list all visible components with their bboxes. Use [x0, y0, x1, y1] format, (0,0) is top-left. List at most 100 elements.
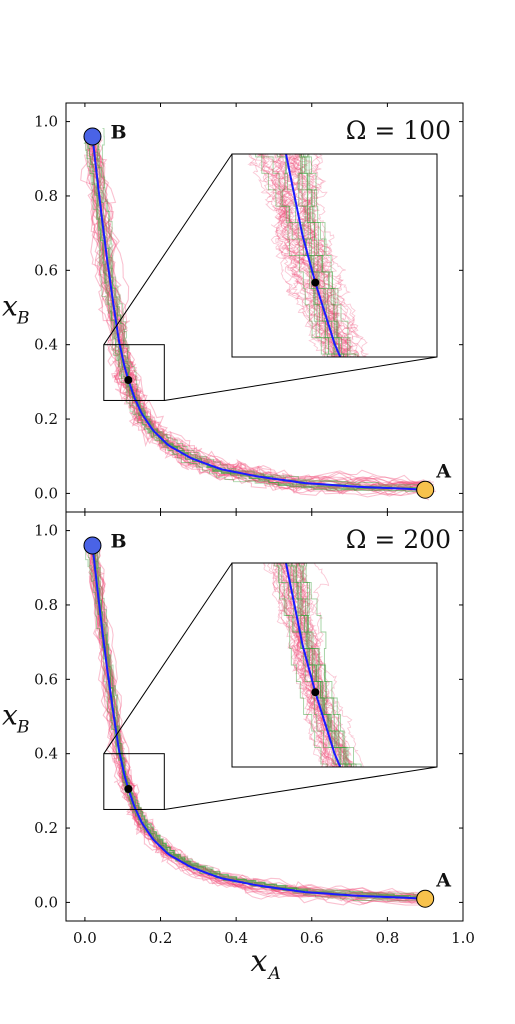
inset-stochastic-trajectory	[274, 563, 352, 767]
inset-stochastic-trajectory	[308, 563, 344, 767]
inset-lattice-trajectory	[303, 154, 341, 357]
x-tick-label: 1.0	[451, 929, 475, 947]
y-tick-label: 1.0	[34, 113, 58, 131]
state-b-label: B	[110, 121, 126, 143]
stochastic-trajectory	[88, 137, 433, 494]
inset-stochastic-trajectory	[311, 154, 354, 357]
inset-stochastic-trajectory	[286, 154, 359, 357]
mean-path-line	[91, 136, 426, 491]
inset-stochastic-trajectory	[271, 154, 354, 357]
inset-area	[246, 154, 370, 357]
y-tick-label: 0.8	[34, 187, 58, 205]
state-b-marker	[83, 127, 102, 146]
inset-stochastic-trajectory	[295, 563, 337, 767]
y-tick-label: 1.0	[34, 522, 58, 540]
stochastic-trajectory	[87, 545, 426, 899]
stochastic-trajectory	[89, 133, 425, 494]
inset-stochastic-trajectory	[272, 563, 338, 767]
inset-stochastic-trajectory	[261, 154, 368, 357]
lattice-trajectory	[87, 140, 422, 493]
inset-stochastic-trajectory	[261, 154, 359, 357]
state-a-marker	[416, 480, 435, 499]
stochastic-trajectory	[85, 136, 422, 496]
y-tick-label: 0.0	[34, 893, 58, 911]
stochastic-trajectory	[89, 549, 429, 906]
inset-stochastic-trajectory	[284, 154, 341, 357]
inset-stochastic-trajectory	[262, 563, 347, 767]
y-axis-label: x	[2, 290, 18, 323]
inset-stochastic-trajectory	[271, 563, 365, 767]
y-axis-label-subscript: B	[16, 309, 30, 329]
saddle-point	[124, 785, 133, 794]
plot-area	[80, 128, 436, 501]
x-axis-label-subscript: A	[267, 964, 281, 984]
plot-area	[85, 540, 432, 906]
y-tick-label: 0.8	[34, 596, 58, 614]
y-tick-label: 0.2	[34, 410, 58, 428]
inset-frame	[231, 153, 438, 358]
stochastic-trajectory	[89, 546, 432, 904]
state-a-label: A	[435, 870, 451, 892]
inset-saddle-point	[311, 278, 320, 287]
zoom-connector-top	[103, 153, 233, 345]
stochastic-trajectory	[92, 548, 420, 901]
x-axis-label: x	[251, 944, 268, 979]
panel-bottom: B A Ω = 200 0.0 0.2 0.4 0.6 0.8 1.0 0.0 0.2 0.4 0.6 0…	[2, 511, 475, 984]
zoom-region-box	[103, 753, 165, 810]
inset-area	[262, 563, 365, 767]
stochastic-trajectory	[91, 136, 414, 493]
stochastic-trajectory	[89, 135, 425, 491]
lattice-trajectory	[89, 138, 428, 489]
inset-stochastic-trajectory	[264, 154, 346, 357]
stochastic-trajectory	[90, 140, 420, 492]
inset-stochastic-trajectory	[283, 154, 346, 357]
y-tick-label: 0.0	[34, 484, 58, 502]
inset-lattice-trajectory	[305, 563, 355, 767]
inset-lattice-trajectory	[276, 563, 328, 767]
saddle-point	[124, 376, 133, 385]
lattice-trajectory	[89, 138, 427, 490]
stochastic-trajectory	[85, 137, 427, 496]
stochastic-trajectory	[89, 132, 426, 492]
lattice-trajectory	[91, 545, 430, 896]
inset-stochastic-trajectory	[280, 154, 360, 357]
stochastic-trajectory	[92, 544, 423, 900]
x-tick-label: 0.2	[149, 929, 173, 947]
lattice-trajectory	[91, 545, 427, 899]
inset-lattice-trajectory	[273, 563, 349, 767]
y-tick-label: 0.2	[34, 819, 58, 837]
stochastic-trajectory	[90, 544, 424, 900]
mean-path-line	[91, 545, 426, 900]
lattice-trajectory	[101, 128, 424, 492]
y-tick-label: 0.4	[34, 745, 58, 763]
zoom-connector-bottom	[164, 356, 438, 401]
x-tick-label: 0.0	[73, 929, 97, 947]
stochastic-trajectory	[87, 138, 430, 501]
axes-frame	[65, 511, 464, 922]
stochastic-trajectory	[94, 546, 424, 900]
stochastic-trajectory	[88, 138, 428, 496]
inset-stochastic-trajectory	[285, 154, 347, 357]
stochastic-trajectory	[90, 549, 423, 902]
zoom-region-box	[103, 344, 165, 401]
inset-frame	[231, 562, 438, 768]
x-tick-label: 0.4	[224, 929, 248, 947]
inset-saddle-point	[311, 688, 320, 697]
y-axis-label: x	[2, 699, 18, 732]
inset-stochastic-trajectory	[272, 563, 341, 767]
inset-stochastic-trajectory	[278, 154, 349, 357]
stochastic-trajectory	[90, 141, 436, 495]
omega-label: Ω = 200	[346, 525, 451, 554]
inset-mean-path-line	[284, 563, 342, 767]
y-tick-label: 0.4	[34, 336, 58, 354]
inset-stochastic-trajectory	[249, 154, 343, 357]
inset-stochastic-trajectory	[272, 563, 329, 767]
zoom-connector-bottom	[164, 766, 438, 810]
inset-mean-path-line	[284, 154, 342, 357]
inset-stochastic-trajectory	[246, 154, 358, 357]
stochastic-trajectory	[88, 548, 432, 898]
stochastic-trajectory	[94, 541, 429, 903]
stochastic-trajectory	[89, 541, 424, 903]
